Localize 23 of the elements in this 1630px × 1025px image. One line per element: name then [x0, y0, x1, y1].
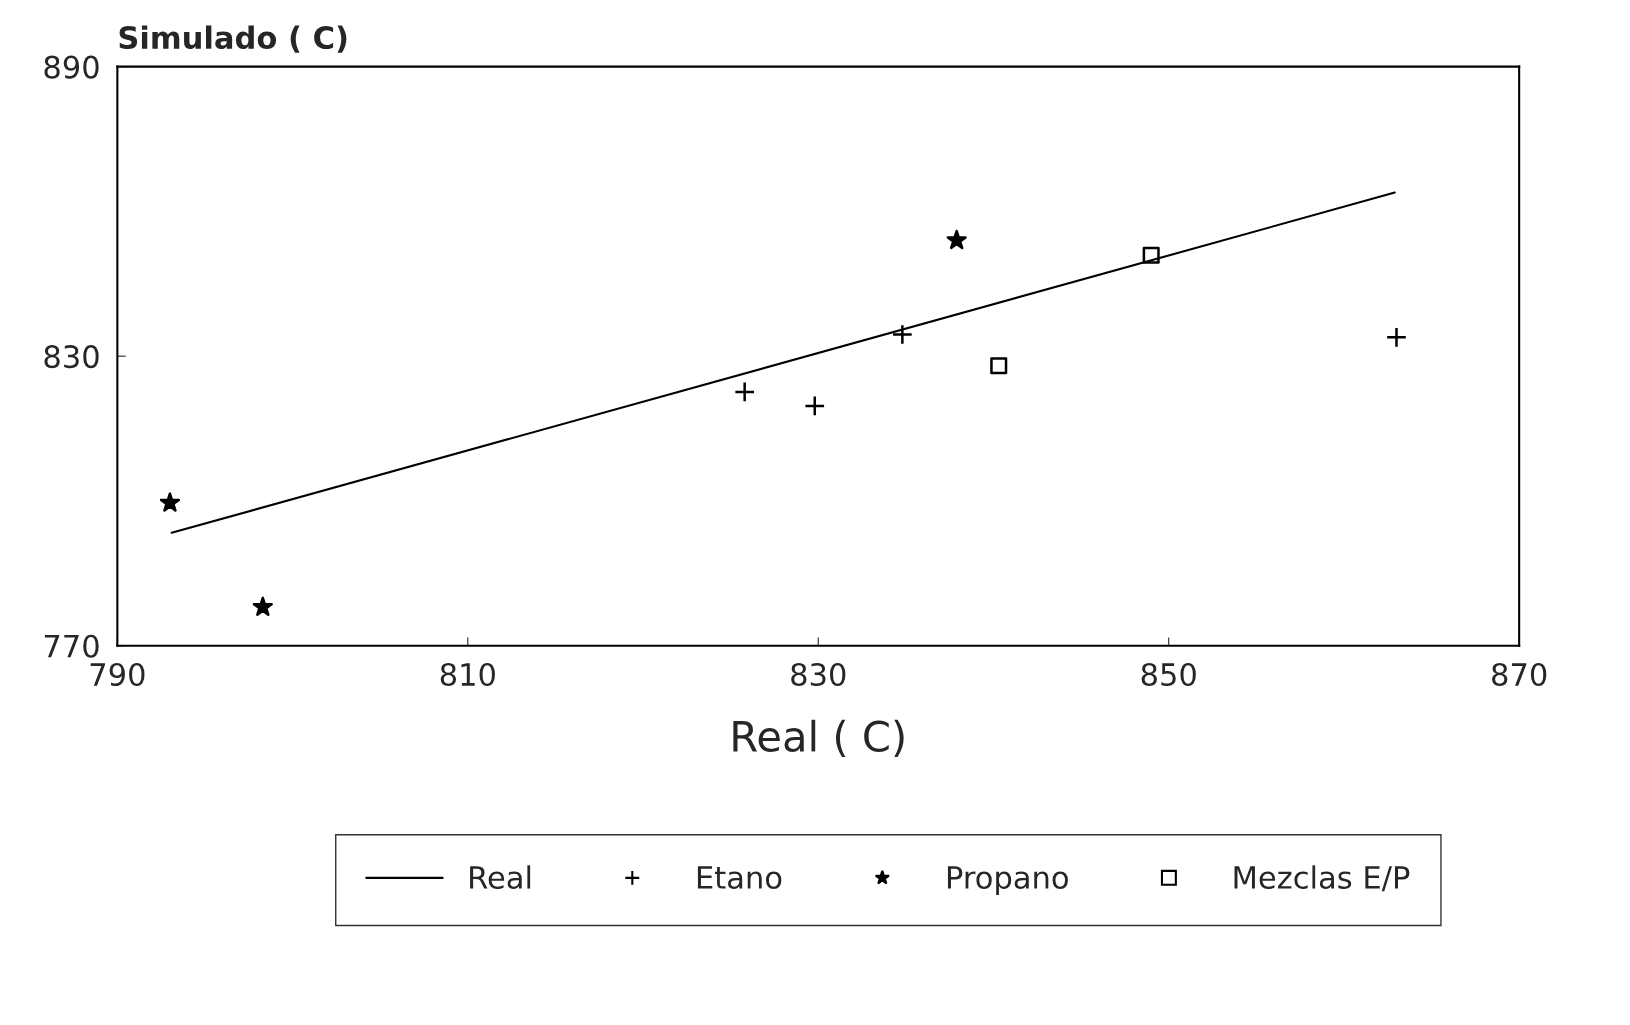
x-tick-label: 810 — [440, 662, 495, 687]
legend-label: Mezclas E/P — [1234, 865, 1410, 892]
x-tick-label: 850 — [1141, 662, 1196, 687]
y-tick-label: 830 — [44, 345, 99, 369]
point — [804, 395, 826, 417]
point — [734, 381, 756, 403]
x-tick-label: 870 — [1492, 662, 1547, 687]
point — [159, 492, 181, 512]
legend-label: Real — [470, 865, 531, 889]
y-tick-label: 890 — [44, 55, 99, 79]
point — [946, 229, 967, 250]
legend-label: Propano — [947, 866, 1068, 895]
point — [891, 323, 913, 346]
x-axis-title: Real ( C) — [733, 719, 904, 757]
point — [1142, 246, 1160, 264]
x-tick-label: 830 — [791, 662, 846, 687]
legend-label: Etano — [697, 866, 782, 889]
y-axis-title: Simulado ( C) — [119, 25, 347, 53]
x-tick-label: 790 — [90, 662, 145, 687]
point — [252, 596, 273, 616]
point — [1385, 326, 1408, 348]
point — [990, 357, 1008, 375]
y-tick-label: 770 — [44, 634, 99, 658]
